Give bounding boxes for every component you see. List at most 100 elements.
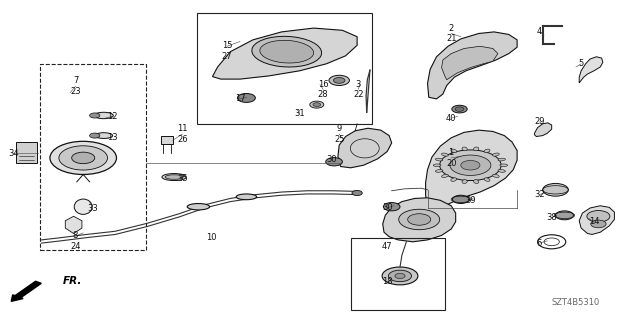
Text: 35: 35 [177,174,188,183]
Circle shape [543,183,568,196]
Circle shape [383,203,400,211]
Circle shape [455,107,464,111]
Text: 16
28: 16 28 [318,80,328,99]
Circle shape [399,209,440,230]
Bar [197,13,372,124]
Circle shape [329,75,349,85]
Text: 17: 17 [235,94,245,103]
Ellipse shape [74,199,92,214]
Text: 14: 14 [589,217,599,226]
Ellipse shape [435,170,443,172]
Circle shape [591,220,606,228]
Ellipse shape [442,153,448,156]
Ellipse shape [188,204,210,210]
Text: 13: 13 [107,133,117,142]
Circle shape [452,105,467,113]
Circle shape [556,211,573,220]
Text: 9
25: 9 25 [334,124,344,144]
Circle shape [388,270,412,282]
Ellipse shape [252,36,322,67]
Ellipse shape [500,164,508,167]
Circle shape [310,101,324,108]
Circle shape [90,113,100,118]
Polygon shape [426,130,517,208]
Ellipse shape [94,112,113,119]
Text: 39: 39 [465,197,476,205]
Circle shape [461,160,480,170]
Ellipse shape [451,178,457,182]
Circle shape [326,158,342,166]
Circle shape [382,267,418,285]
Circle shape [408,214,431,225]
Circle shape [72,152,95,164]
Circle shape [333,78,345,83]
Text: 5: 5 [579,59,584,68]
Text: 4: 4 [537,27,542,36]
Polygon shape [16,142,37,163]
Circle shape [237,93,255,102]
Polygon shape [338,128,392,168]
Text: 33: 33 [88,204,98,213]
Polygon shape [442,46,498,80]
Bar [351,238,445,310]
Ellipse shape [493,153,499,156]
Ellipse shape [451,149,457,153]
Text: 8
24: 8 24 [70,231,81,250]
Polygon shape [383,198,456,242]
Text: FR.: FR. [63,276,82,286]
Circle shape [587,211,610,222]
Ellipse shape [435,158,443,161]
FancyArrow shape [12,281,41,301]
Text: 11
26: 11 26 [177,124,188,144]
Ellipse shape [442,174,448,177]
Text: 6: 6 [537,239,542,248]
Polygon shape [579,57,603,83]
Circle shape [50,141,116,174]
Ellipse shape [462,180,467,183]
Ellipse shape [433,164,441,167]
Text: 32: 32 [534,190,545,199]
Ellipse shape [498,170,506,172]
Ellipse shape [474,180,479,183]
Ellipse shape [484,149,490,153]
Polygon shape [534,123,552,137]
Text: 34: 34 [9,149,19,158]
Text: 38: 38 [547,213,557,222]
Ellipse shape [498,158,506,161]
Ellipse shape [260,40,314,63]
Text: 10: 10 [206,233,216,242]
Polygon shape [212,28,357,79]
Text: SZT4B5310: SZT4B5310 [552,298,600,307]
Polygon shape [65,216,82,234]
Text: 7
23: 7 23 [70,77,81,96]
Circle shape [452,195,469,204]
Ellipse shape [474,147,479,151]
Text: 15
27: 15 27 [222,41,232,61]
Ellipse shape [95,133,113,138]
Text: 31: 31 [294,109,305,118]
Circle shape [90,133,100,138]
Text: 3
22: 3 22 [353,80,364,99]
Text: 29: 29 [534,117,545,126]
Text: 30: 30 [326,155,337,164]
Text: 30: 30 [382,204,392,212]
Polygon shape [428,32,517,99]
Ellipse shape [462,147,467,151]
Text: 47: 47 [382,242,392,251]
Circle shape [395,273,405,278]
Bar [40,64,146,250]
Text: 18: 18 [382,277,392,286]
Text: 2
21: 2 21 [446,24,456,43]
Ellipse shape [493,174,499,177]
Ellipse shape [162,174,186,181]
Circle shape [59,146,108,170]
Text: 12: 12 [107,112,117,121]
Circle shape [313,103,321,107]
Circle shape [440,150,501,181]
Ellipse shape [484,178,490,182]
Text: 1
20: 1 20 [446,148,456,167]
Circle shape [352,190,362,196]
Ellipse shape [165,175,183,179]
Ellipse shape [236,194,257,200]
Polygon shape [579,206,614,234]
